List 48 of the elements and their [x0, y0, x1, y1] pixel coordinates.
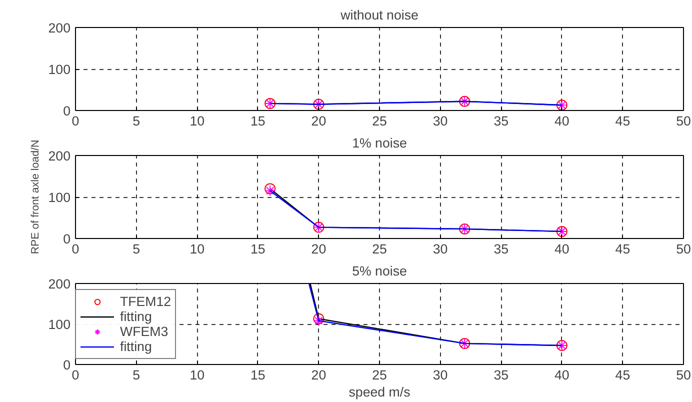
x-tick-label: 10 [190, 368, 205, 382]
y-tick-label: 100 [48, 62, 71, 77]
x-tick-label: 35 [494, 242, 509, 256]
x-tick-label: 25 [372, 114, 387, 128]
x-tick-label: 50 [676, 114, 691, 128]
chart-title: without noise [340, 8, 418, 22]
x-tick-label: 35 [494, 114, 509, 128]
x-tick-label: 5 [132, 114, 140, 128]
legend-label: fitting [120, 308, 152, 324]
x-tick-label: 30 [432, 368, 448, 382]
legend-label: WFEM3 [120, 324, 168, 338]
x-tick-label: 35 [494, 368, 509, 382]
x-tick-label: 15 [250, 242, 266, 256]
x-tick-label: 10 [190, 242, 205, 256]
x-tick-label: 40 [554, 114, 570, 128]
x-tick-label: 10 [190, 114, 205, 128]
x-tick-label: 30 [432, 242, 448, 256]
x-tick-label: 50 [676, 368, 691, 382]
y-axis-title: RPE of front axle load/N [29, 140, 42, 254]
x-tick-label: 45 [615, 242, 630, 256]
chart-title: 1% noise [352, 136, 407, 150]
x-tick-label: 20 [311, 114, 326, 128]
x-tick-label: 20 [311, 368, 326, 382]
legend-label: fitting [120, 338, 152, 354]
x-tick-label: 20 [311, 242, 326, 256]
x-tick-label: 15 [250, 114, 266, 128]
x-tick-label: 5 [132, 368, 140, 382]
x-tick-label: 25 [372, 368, 387, 382]
x-tick-label: 45 [615, 114, 630, 128]
x-tick-label: 40 [554, 368, 570, 382]
x-axis-title: speed m/s [348, 384, 411, 400]
chart-title: 5% noise [352, 264, 407, 278]
y-tick-label: 200 [48, 148, 71, 164]
y-tick-label: 200 [48, 20, 71, 36]
y-tick-label: 0 [63, 232, 71, 246]
y-tick-label: 200 [48, 276, 71, 292]
x-tick-label: 50 [676, 242, 691, 256]
y-tick-label: 100 [48, 190, 71, 205]
x-tick-label: 15 [250, 368, 266, 382]
legend-label: TFEM12 [120, 294, 172, 308]
y-tick-label: 100 [48, 317, 71, 332]
x-tick-label: 40 [554, 242, 570, 256]
x-tick-label: 25 [372, 242, 387, 256]
x-tick-label: 5 [132, 242, 140, 256]
x-tick-label: 30 [432, 114, 448, 128]
x-tick-label: 45 [615, 368, 630, 382]
y-tick-label: 0 [63, 358, 71, 372]
y-tick-label: 0 [63, 104, 71, 118]
